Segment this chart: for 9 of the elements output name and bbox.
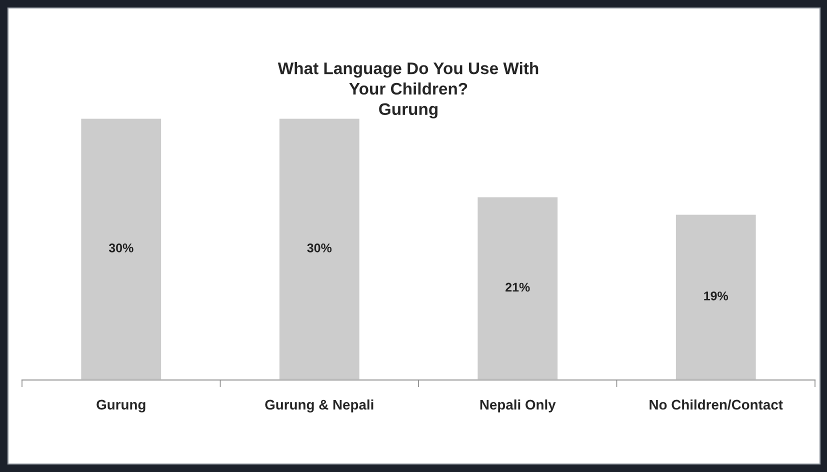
x-tick-label: No Children/Contact	[650, 399, 783, 410]
data-label: 19%	[704, 292, 728, 300]
x-tick-label: Gurung & Nepali	[265, 399, 374, 412]
data-label: 30%	[108, 244, 134, 252]
data-label: 30%	[307, 244, 332, 252]
x-tick-label: Nepali Only	[480, 399, 556, 412]
data-label: 21%	[506, 282, 530, 292]
x-tick-label: Gurung	[96, 400, 146, 412]
chart-title: What Language Do You Use With Your Children? Gurung	[278, 62, 538, 118]
